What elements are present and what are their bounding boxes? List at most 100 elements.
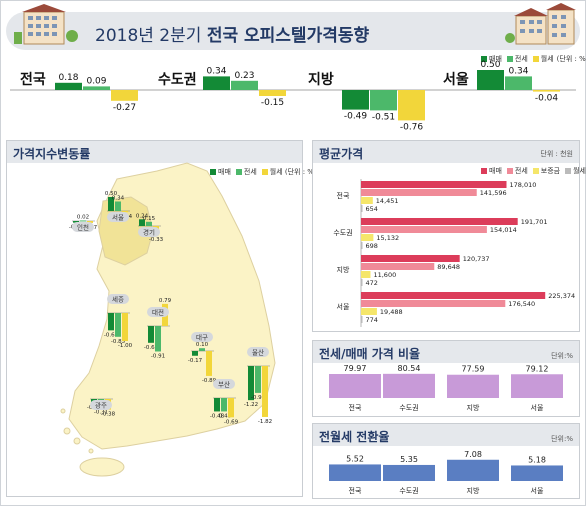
top-value-3-2: -0.04 xyxy=(535,94,559,104)
conv-bar-0 xyxy=(329,464,381,481)
avg-value-1-3: 698 xyxy=(366,242,378,250)
ratio-value-1: 80.54 xyxy=(398,364,421,373)
map-pill-3 xyxy=(107,294,129,304)
ratio-bar-2 xyxy=(447,374,499,398)
avg-bar-1-2 xyxy=(361,234,374,241)
map-value-5-0: -0.17 xyxy=(188,358,203,364)
top-bar-1-0 xyxy=(203,76,230,90)
avg-cat-2: 지방 xyxy=(337,265,350,274)
map-value-4-1: -0.91 xyxy=(151,353,165,359)
conv-cat-0: 전국 xyxy=(349,486,362,495)
map-bar-7-0 xyxy=(214,398,220,412)
conversion-chart: 5.52 전국 5.35 수도권 7.08 지방 5.18 서울 xyxy=(329,450,563,495)
avg-bar-2-0 xyxy=(361,255,460,262)
top-value-2-2: -0.76 xyxy=(400,122,424,132)
avg-value-1-1: 154,014 xyxy=(490,226,517,234)
map-pill-6 xyxy=(247,347,269,357)
map-panel: 가격지수변동률 매매 전세 월세 (단위 : %) -0.060.02-0.07… xyxy=(6,140,317,497)
conv-value-2: 7.08 xyxy=(464,450,482,459)
building-right-icon xyxy=(505,3,576,45)
ratio-bar-1 xyxy=(383,373,435,398)
map-bar-1-1 xyxy=(115,201,121,211)
avg-legend-0: 매매 xyxy=(489,167,502,175)
avg-bar-3-1 xyxy=(361,300,506,307)
map-region-6: 울산 xyxy=(252,348,264,357)
map-bar-6-0 xyxy=(248,366,254,401)
avg-legend-swatch-3 xyxy=(565,168,572,174)
map-pill-1 xyxy=(107,212,129,222)
top-value-1-2: -0.15 xyxy=(261,98,284,108)
avg-panel-title: 평균가격 xyxy=(319,147,364,161)
avg-bar-3-0 xyxy=(361,292,546,299)
map-value-7-0: -0.48 xyxy=(210,413,225,419)
map-value-6-0: -1.22 xyxy=(244,402,258,408)
avg-bar-0-0 xyxy=(361,181,507,188)
map-region-1: 서울 xyxy=(112,213,124,222)
avg-bar-1-0 xyxy=(361,218,518,225)
avg-value-0-3: 654 xyxy=(366,205,378,213)
map-value-4-0: -0.60 xyxy=(144,345,159,351)
top-region-1: 수도권 xyxy=(158,72,197,88)
map-bar-5-2 xyxy=(206,351,212,376)
legend-jeonse: 전세 xyxy=(514,55,528,63)
avg-bar-2-3 xyxy=(361,279,363,286)
map-value-6-1: -0.96 xyxy=(251,395,266,401)
map-legend-swatch-sale xyxy=(210,169,216,175)
ratio-panel-head: 전세/매매 가격 비율 xyxy=(313,341,579,363)
map-region-8: 광주 xyxy=(95,402,107,410)
avg-panel-head: 평균가격 xyxy=(313,141,579,163)
map-value-3-1: -0.85 xyxy=(111,339,126,345)
map-pill-0 xyxy=(72,222,94,232)
top-value-1-1: 0.23 xyxy=(234,71,254,81)
avg-value-1-0: 191,701 xyxy=(521,218,548,226)
map-value-1-0: 0.50 xyxy=(105,191,118,197)
ratio-cat-2: 지방 xyxy=(467,403,480,412)
avg-cat-0: 전국 xyxy=(337,191,350,200)
avg-bar-2-1 xyxy=(361,263,435,270)
map-bar-1-0 xyxy=(108,197,114,211)
map-value-4-2: 0.79 xyxy=(159,298,172,304)
avg-bar-1-3 xyxy=(361,242,363,249)
map-legend-monthly: 월세 (단위 : %) xyxy=(269,168,317,176)
top-bar-0-2 xyxy=(111,90,138,101)
ratio-value-2: 77.59 xyxy=(462,365,485,374)
conv-panel-title: 전월세 전환율 xyxy=(319,430,390,444)
top-bar-1-2 xyxy=(259,90,286,96)
map-region-3: 세종 xyxy=(112,295,124,304)
ratio-unit: 단위:% xyxy=(551,352,573,360)
map-legend-swatch-monthly xyxy=(261,169,268,175)
conv-value-0: 5.52 xyxy=(346,454,364,463)
map-bar-3-1 xyxy=(115,313,121,337)
map-value-5-1: 0.10 xyxy=(196,342,209,348)
map-region-2: 경기 xyxy=(143,228,155,237)
title-prefix: 2018년 2분기 xyxy=(95,26,202,46)
map-value-3-0: -0.62 xyxy=(104,332,118,338)
avg-value-2-0: 120,737 xyxy=(463,255,490,263)
map-value-3-2: -1.00 xyxy=(118,343,133,349)
map-value-5-2: -0.89 xyxy=(202,378,217,384)
map-legend-swatch-jeonse xyxy=(235,169,242,175)
map-value-2-2: -0.33 xyxy=(149,237,164,243)
legend-sale: 매매 xyxy=(489,55,502,63)
map-bar-6-2 xyxy=(262,366,268,417)
ratio-cat-1: 수도권 xyxy=(399,404,418,412)
ratio-value-0: 79.97 xyxy=(344,364,367,373)
conv-cat-2: 지방 xyxy=(467,486,480,495)
conv-cat-3: 서울 xyxy=(531,486,544,495)
ratio-value-3: 79.12 xyxy=(526,364,549,373)
top-region-3: 서울 xyxy=(443,71,469,88)
map-bar-0-2 xyxy=(87,221,93,223)
top-region-2: 지방 xyxy=(308,71,334,88)
top-bar-2-1 xyxy=(370,90,397,111)
top-value-3-0: 0.50 xyxy=(480,60,500,70)
conv-value-1: 5.35 xyxy=(400,455,418,464)
avg-value-0-0: 178,010 xyxy=(510,181,537,189)
avg-value-3-3: 774 xyxy=(366,316,378,324)
conv-bar-2 xyxy=(447,459,499,481)
map-region-5: 대구 xyxy=(196,334,208,342)
avg-bar-0-2 xyxy=(361,197,373,204)
avg-legend-swatch-2 xyxy=(532,168,539,174)
map-bar-7-1 xyxy=(221,398,227,412)
map-pill-7 xyxy=(213,379,235,389)
title-main: 전국 오피스텔가격동향 xyxy=(206,26,370,46)
